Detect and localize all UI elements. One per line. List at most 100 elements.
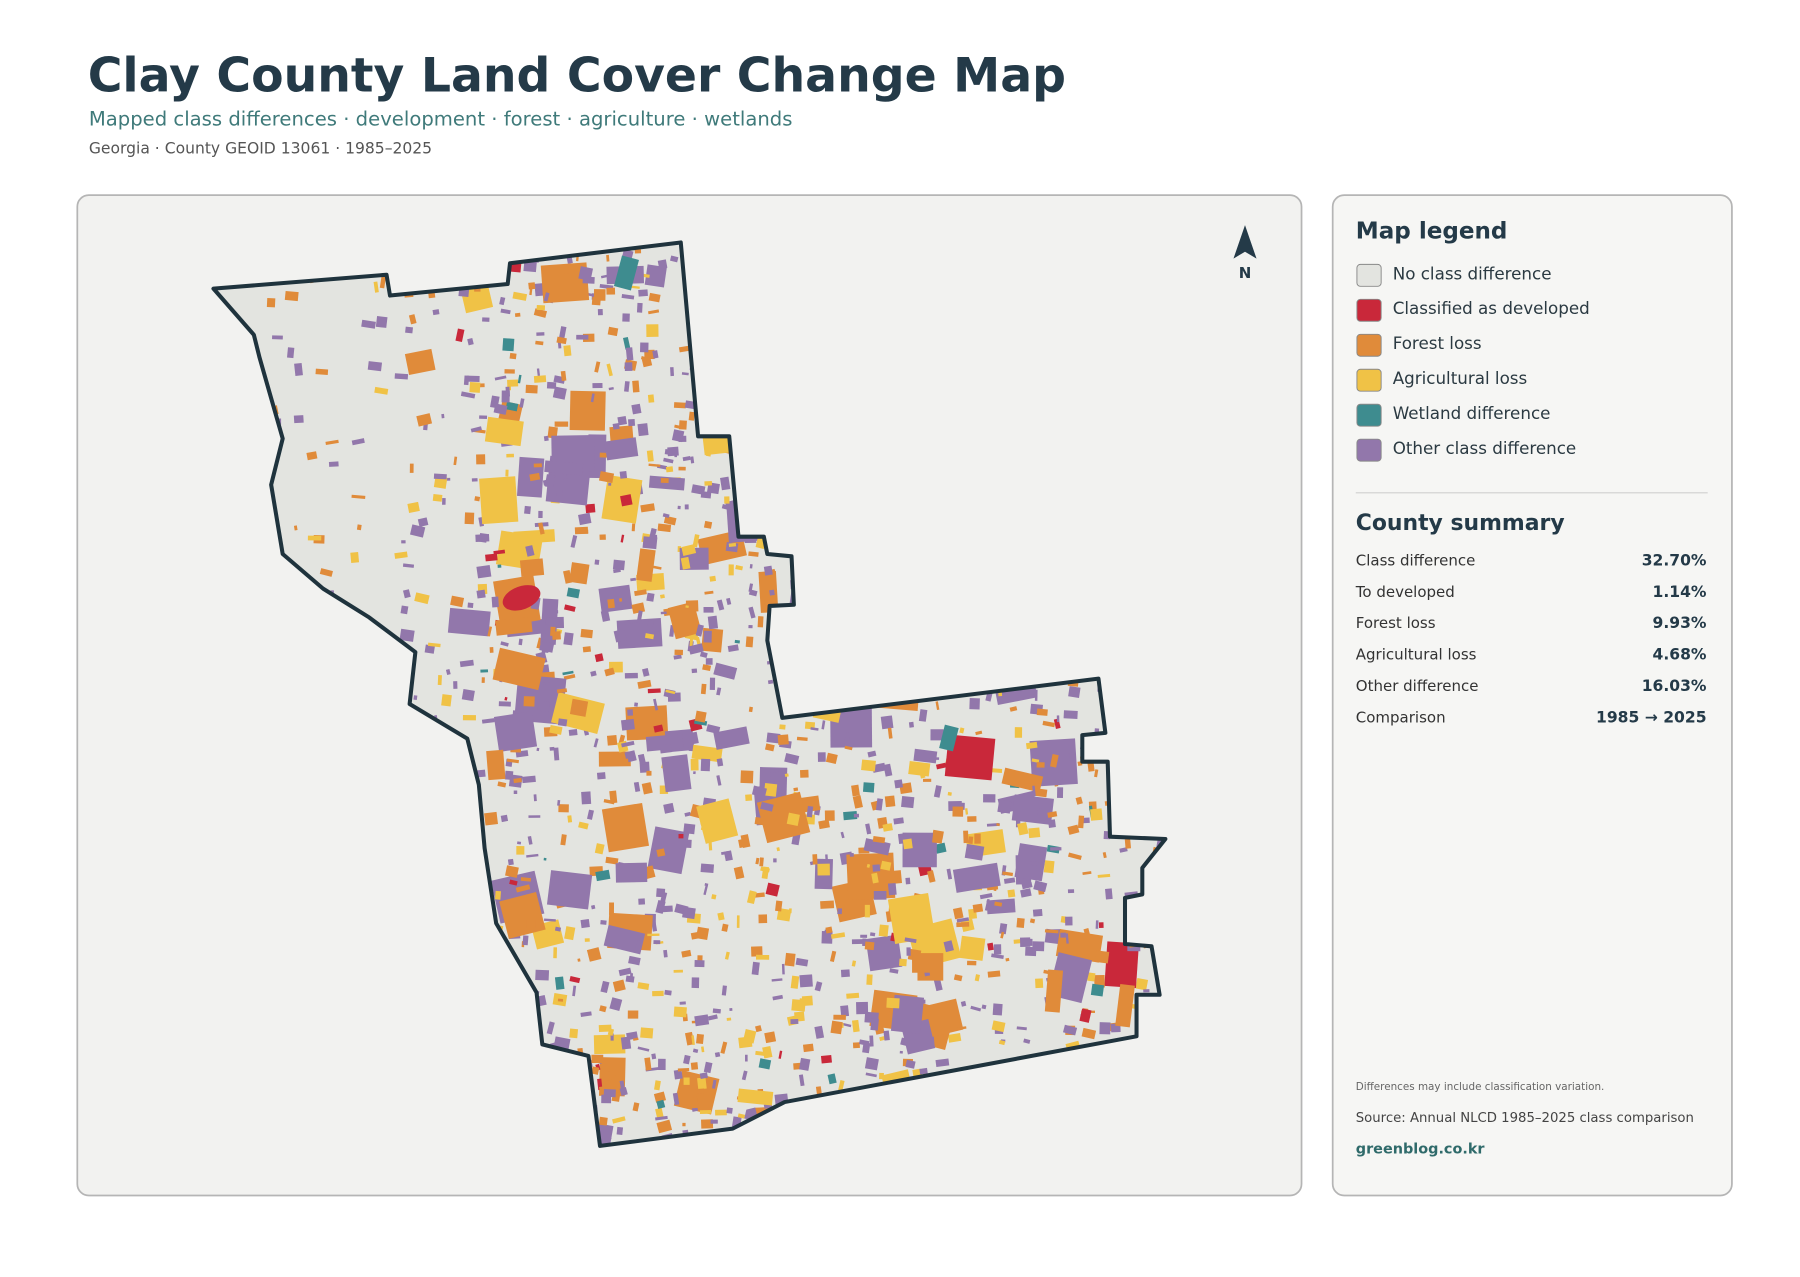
change-patch	[478, 532, 488, 543]
change-patch	[872, 864, 881, 872]
change-patch	[1034, 689, 1038, 701]
change-patch	[905, 877, 911, 885]
change-patch	[467, 338, 474, 346]
change-patch	[837, 908, 843, 915]
change-patch	[471, 478, 478, 482]
change-patch	[864, 1057, 879, 1071]
change-patch	[351, 494, 366, 499]
change-patch	[956, 917, 970, 923]
change-patch	[586, 947, 602, 962]
change-patch	[714, 1051, 721, 1058]
change-patch	[663, 949, 668, 958]
change-patch	[673, 969, 683, 973]
change-patch	[554, 976, 565, 990]
change-patch	[887, 882, 897, 896]
change-patch	[734, 639, 740, 644]
change-patch	[513, 790, 518, 795]
change-patch	[556, 336, 567, 345]
change-patch	[729, 1008, 733, 1012]
change-patch	[646, 770, 652, 776]
change-patch	[599, 452, 608, 458]
summary: Class difference 32.70% To developed 1.14% F…	[1355, 551, 1707, 726]
change-patch	[781, 963, 785, 975]
change-patch	[660, 611, 667, 615]
change-patch	[625, 347, 634, 361]
change-patch	[740, 770, 754, 784]
change-patch	[319, 568, 333, 577]
change-patch	[662, 513, 670, 519]
change-patch	[523, 696, 535, 707]
change-patch	[748, 706, 753, 713]
change-patch	[647, 394, 655, 403]
change-patch	[660, 891, 668, 903]
change-patch	[902, 832, 937, 868]
change-patch	[773, 858, 777, 863]
change-patch	[751, 785, 767, 798]
change-patch	[566, 256, 573, 264]
change-patch	[678, 466, 686, 471]
change-patch	[645, 1067, 660, 1072]
change-patch	[790, 975, 800, 989]
change-patch	[401, 540, 406, 544]
change-patch	[952, 907, 964, 920]
change-patch	[867, 750, 877, 758]
change-patch	[1044, 969, 1064, 1013]
change-patch	[538, 510, 543, 519]
change-patch	[606, 254, 610, 262]
change-patch	[1099, 1022, 1111, 1035]
change-patch	[695, 624, 704, 637]
change-patch	[507, 379, 519, 387]
change-patch	[1021, 881, 1033, 890]
change-patch	[535, 340, 544, 346]
change-patch	[678, 345, 689, 353]
change-patch	[665, 689, 676, 695]
change-patch	[883, 763, 893, 777]
change-patch	[489, 647, 494, 653]
change-patch	[521, 775, 536, 784]
change-patch	[493, 549, 506, 555]
legend-swatch	[1356, 403, 1382, 427]
change-patch	[959, 727, 965, 734]
change-patch	[788, 908, 792, 914]
change-patch	[801, 995, 813, 1006]
change-patch	[764, 743, 775, 752]
change-patch	[624, 381, 630, 392]
change-patch	[709, 677, 716, 690]
change-patch	[755, 954, 770, 960]
change-patch	[661, 905, 673, 913]
change-patch	[1031, 758, 1040, 763]
change-patch	[598, 1024, 612, 1033]
change-patch	[577, 958, 581, 962]
change-patch	[1007, 889, 1016, 898]
change-patch	[637, 1046, 650, 1052]
change-patch	[775, 900, 783, 912]
change-patch	[844, 745, 853, 751]
change-patch	[716, 630, 723, 634]
change-patch	[621, 294, 635, 300]
change-patch	[606, 734, 618, 746]
change-patch	[549, 746, 555, 751]
change-patch	[663, 457, 674, 464]
change-patch	[525, 545, 535, 557]
legend-label: Wetland difference	[1393, 403, 1551, 423]
change-patch	[1014, 727, 1023, 738]
change-patch	[547, 426, 558, 439]
change-patch	[711, 894, 717, 900]
change-patch	[930, 729, 944, 741]
change-patch	[670, 255, 679, 263]
change-patch	[933, 978, 943, 992]
change-patch	[692, 534, 700, 548]
change-patch	[646, 324, 659, 337]
change-patch	[852, 795, 863, 809]
change-patch	[968, 836, 974, 844]
change-patch	[996, 823, 1000, 827]
change-patch	[647, 688, 661, 694]
change-patch	[480, 669, 489, 673]
change-patch	[554, 926, 562, 932]
change-patch	[601, 802, 650, 853]
change-patch	[462, 715, 476, 721]
change-patch	[796, 736, 808, 742]
change-patch	[651, 920, 658, 932]
change-patch	[408, 314, 417, 325]
